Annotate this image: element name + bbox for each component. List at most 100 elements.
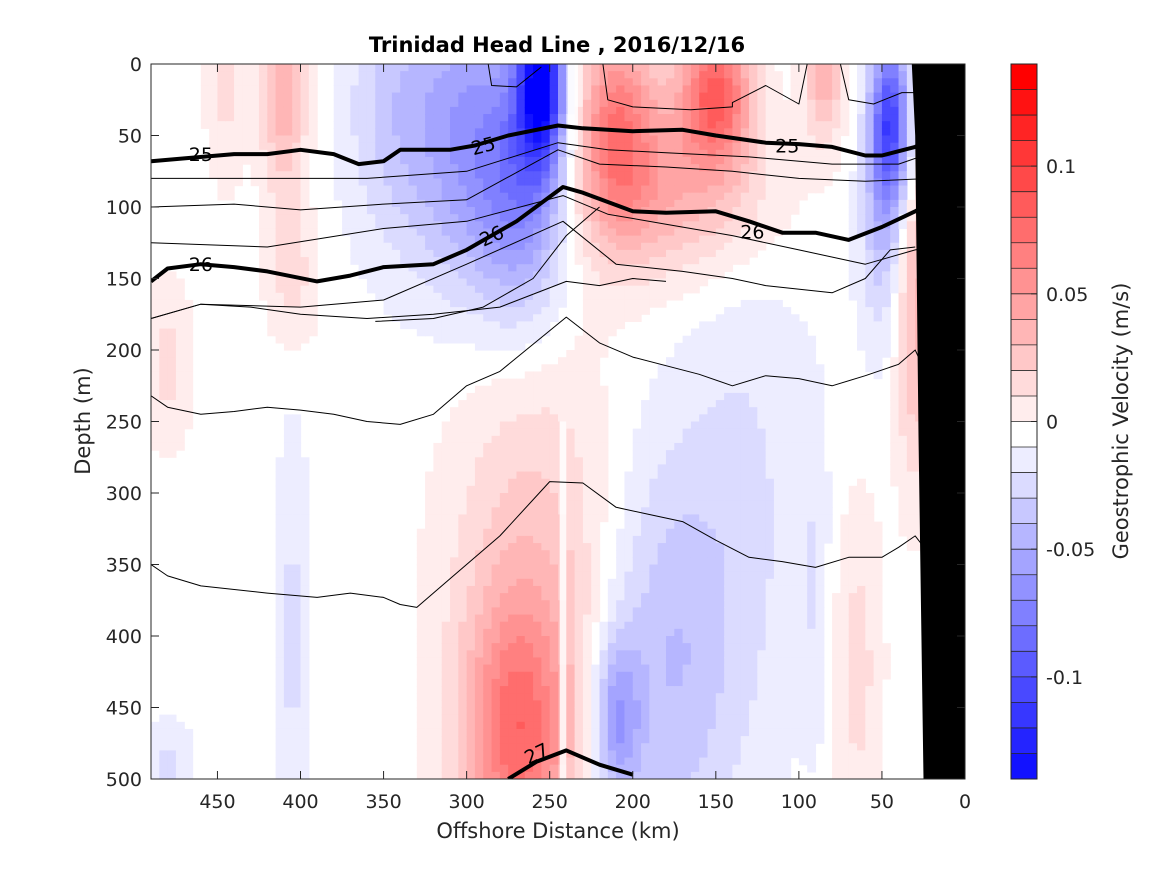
heatmap-cell [757,593,767,601]
heatmap-cell [740,564,750,573]
heatmap-cell [724,464,734,473]
heatmap-cell [757,507,767,516]
heatmap-cell [300,64,310,72]
heatmap-cell [258,192,268,201]
heatmap-cell [375,149,385,158]
heatmap-cell [566,686,576,694]
heatmap-cell [591,714,601,723]
heatmap-cell [732,528,742,537]
heatmap-cell [757,693,767,701]
heatmap-cell [541,128,551,137]
heatmap-cell [217,106,227,115]
heatmap-cell [300,242,310,251]
heatmap-cell [474,750,484,759]
heatmap-cell [549,714,559,723]
heatmap-cell [541,528,551,537]
heatmap-cell [458,757,468,766]
heatmap-cell [657,557,667,566]
heatmap-cell [765,714,775,723]
heatmap-cell [765,164,775,172]
heatmap-cell [491,750,501,759]
heatmap-cell [425,185,435,194]
heatmap-cell [292,571,302,580]
heatmap-cell [175,314,185,322]
heatmap-cell [516,736,526,744]
heatmap-cell [466,71,476,79]
heatmap-cell [541,714,551,723]
heatmap-cell [300,643,310,651]
heatmap-cell [516,421,526,430]
heatmap-cell [466,600,476,608]
heatmap-cell [749,321,758,330]
heatmap-cell [516,242,526,251]
heatmap-cell [466,607,476,616]
heatmap-cell [491,664,501,673]
heatmap-cell [533,335,542,344]
heatmap-cell [283,621,293,630]
heatmap-cell [649,228,659,237]
heatmap-cell [674,242,684,251]
heatmap-cell [765,464,775,473]
heatmap-cell [649,621,659,630]
heatmap-cell [466,628,476,637]
heatmap-cell [740,457,750,465]
heatmap-cell [391,71,401,79]
heatmap-cell [167,392,177,401]
heatmap-cell [541,535,551,544]
heatmap-cell [167,378,177,387]
heatmap-cell [175,736,185,744]
heatmap-cell [524,535,534,544]
heatmap-cell [375,121,385,129]
heatmap-cell [151,299,160,308]
heatmap-cell [167,450,177,458]
heatmap-cell [649,514,659,523]
heatmap-cell [649,585,659,594]
heatmap-cell [391,271,401,280]
heatmap-cell [283,314,293,322]
heatmap-cell [749,671,758,680]
heatmap-cell [574,385,584,394]
heatmap-cell [300,521,310,530]
heatmap-cell [773,671,783,680]
heatmap-cell [275,671,285,680]
heatmap-cell [516,521,526,530]
heatmap-cell [773,357,783,365]
heatmap-cell [524,700,534,709]
heatmap-cell [433,657,443,666]
heatmap-cell [358,142,368,151]
heatmap-cell [715,657,725,666]
heatmap-cell [474,121,484,129]
heatmap-cell [732,178,742,187]
heatmap-cell [508,657,518,666]
heatmap-cell [499,385,509,394]
heatmap-cell [400,164,410,172]
heatmap-cell [757,378,767,387]
heatmap-cell [591,392,601,401]
heatmap-cell [533,328,542,337]
heatmap-cell [283,328,293,337]
heatmap-cell [350,192,360,201]
heatmap-cell [566,357,576,365]
heatmap-cell [466,678,476,687]
heatmap-cell [707,764,717,773]
heatmap-cell [740,249,750,258]
heatmap-cell [308,285,318,294]
heatmap-cell [516,721,526,730]
heatmap-cell [599,207,609,215]
heatmap-cell [582,121,592,129]
heatmap-cell [624,121,634,129]
heatmap-cell [707,185,717,194]
heatmap-cell [665,564,675,573]
heatmap-cell [732,571,742,580]
heatmap-cell [167,350,177,358]
heatmap-cell [558,235,567,244]
heatmap-cell [225,135,235,144]
heatmap-cell [541,114,551,122]
heatmap-cell [466,428,476,437]
heatmap-cell [151,292,160,301]
heatmap-cell [524,407,534,415]
heatmap-cell [425,257,435,265]
heatmap-cell [275,335,285,344]
heatmap-cell [383,99,393,108]
heatmap-cell [300,128,310,137]
